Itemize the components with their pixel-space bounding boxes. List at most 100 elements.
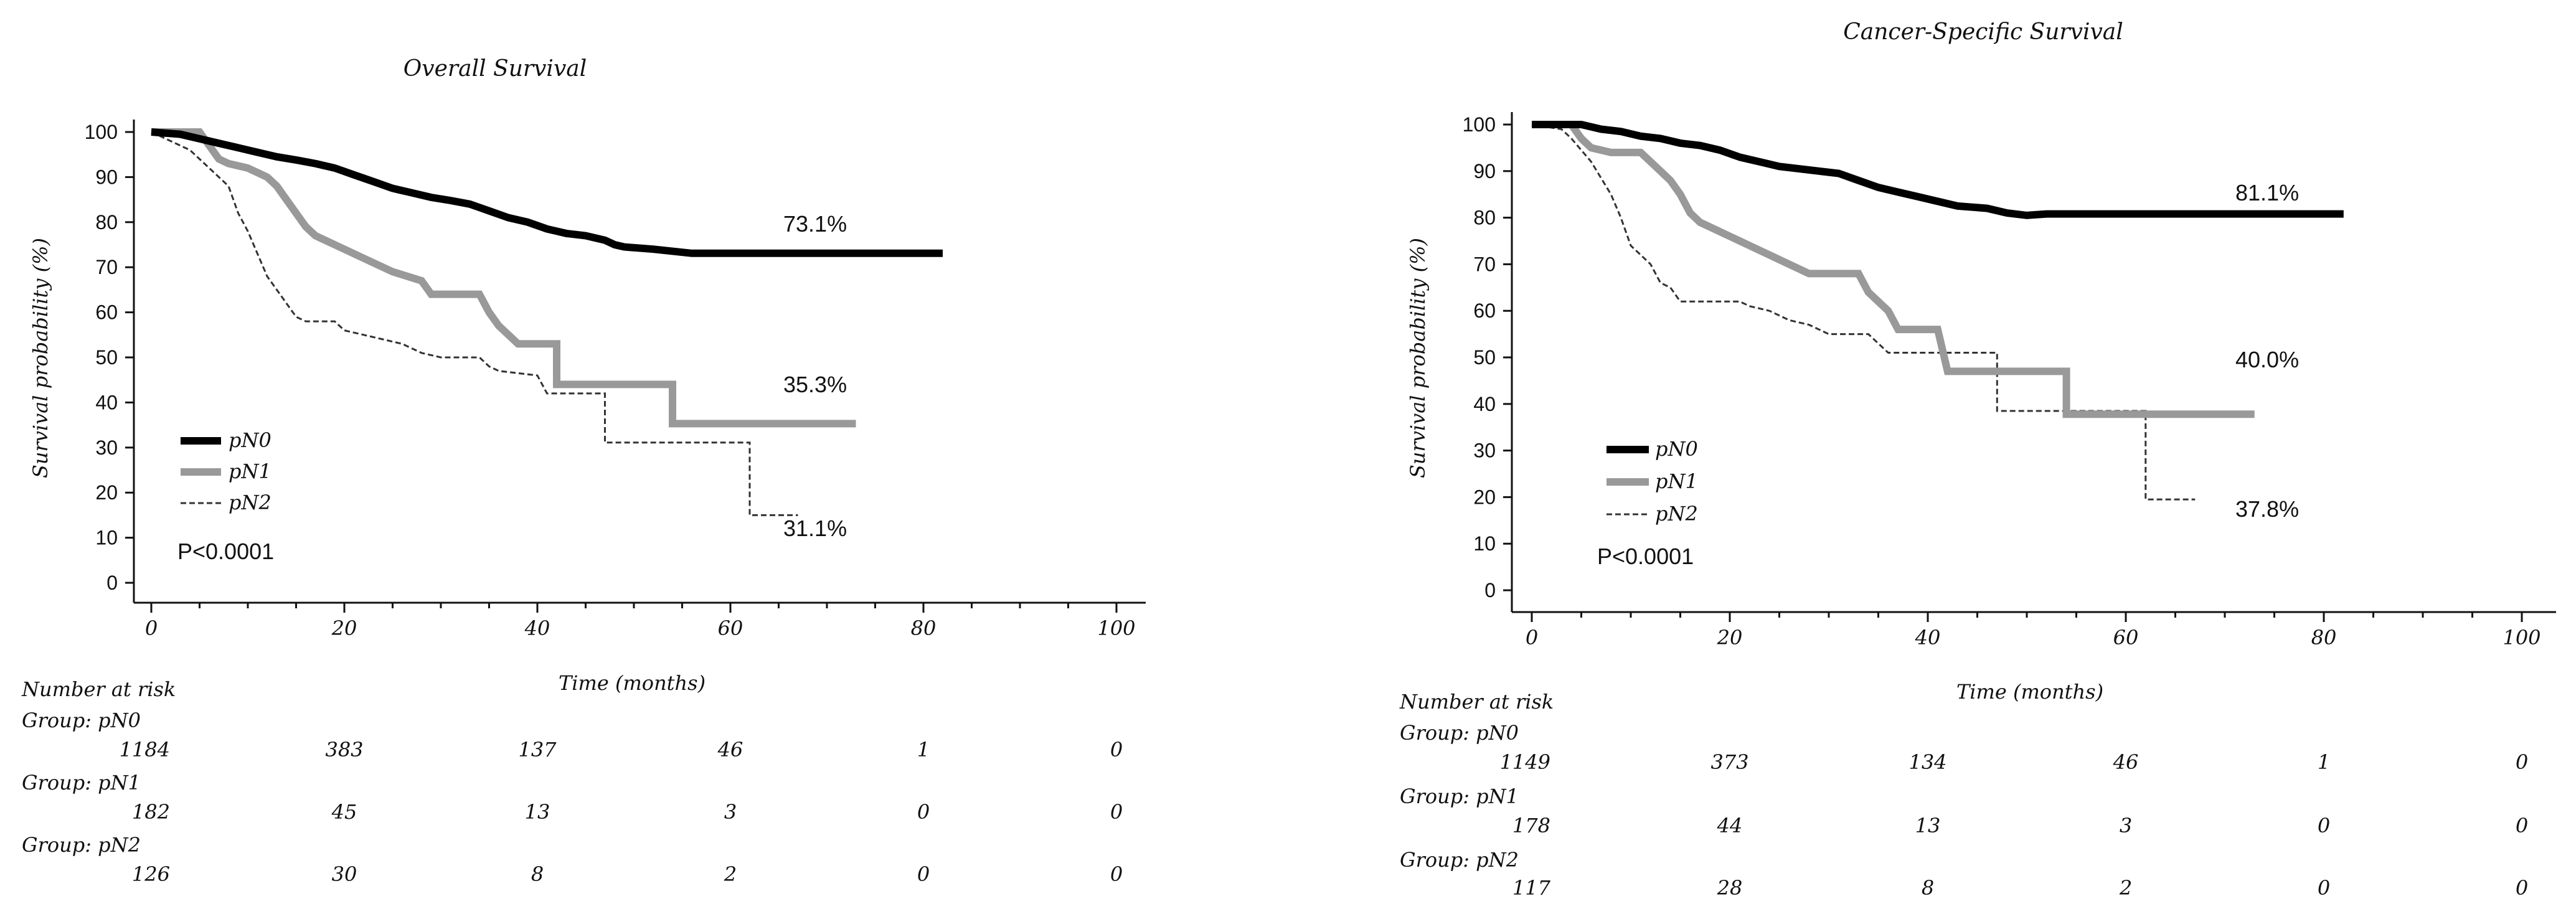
risk-group-label-pN0: Group: pN0 [22, 709, 141, 732]
x-axis-label: Time (months) [1956, 680, 2103, 704]
end-labels: 73.1% 35.3% 31.1% [783, 211, 847, 541]
risk-value: 137 [518, 738, 557, 761]
x-tick-label: 20 [331, 616, 357, 640]
survival-curves [1531, 121, 2344, 501]
y-tick-label: 0 [106, 572, 118, 594]
curve-pN0 [1532, 121, 2344, 219]
risk-value: 0 [2318, 814, 2330, 837]
end-labels: 81.1% 40.0% 37.8% [2235, 180, 2299, 522]
risk-value: 0 [1110, 862, 1123, 886]
risk-values: 1149 373 134 46 1 0 178 44 13 3 0 0 117 28 8 2 0 0 [1500, 750, 2529, 900]
y-tick-label: 70 [1473, 253, 1496, 275]
chart-title: Overall Survival [403, 56, 587, 82]
risk-value: 13 [525, 800, 550, 824]
p-value: P<0.0001 [177, 539, 274, 564]
y-axis-label: Survival probability (%) [1406, 238, 1430, 478]
risk-value: 117 [1512, 876, 1551, 900]
axes: 0 10 20 30 40 50 60 70 80 90 100 0 20 40 60 80 100 [1463, 112, 2556, 649]
legend-label-pN0: pN0 [229, 428, 271, 452]
risk-value: 46 [2113, 750, 2139, 774]
risk-value: 126 [132, 862, 170, 886]
risk-table-title: Number at risk [21, 677, 176, 701]
risk-table: Number at risk Group: pN0 Group: pN1 Gro… [21, 677, 1123, 886]
y-axis-label: Survival probability (%) [29, 238, 52, 478]
risk-group-label-pN0: Group: pN0 [1400, 721, 1519, 745]
curve-pN2 [151, 131, 798, 516]
risk-value: 8 [1922, 876, 1934, 900]
y-tick-label: 70 [95, 256, 118, 278]
axes: 0 10 20 30 40 50 60 70 80 90 100 0 20 40 60 80 100 [85, 120, 1146, 640]
y-tick-label: 50 [1473, 346, 1496, 369]
x-tick-label: 100 [1097, 616, 1135, 640]
p-value: P<0.0001 [1597, 544, 1694, 569]
risk-group-label-pN1: Group: pN1 [22, 771, 141, 794]
legend: pN0 pN1 pN2 [1606, 437, 1698, 526]
risk-group-label-pN2: Group: pN2 [22, 833, 141, 857]
legend: pN0 pN1 pN2 [181, 428, 271, 514]
risk-value: 182 [132, 800, 170, 824]
curve-pN1 [151, 128, 856, 428]
legend-label-pN1: pN1 [1655, 469, 1698, 493]
end-label-pN0: 73.1% [783, 211, 847, 237]
risk-group-label-pN2: Group: pN2 [1400, 848, 1519, 872]
y-tick-label: 40 [1473, 393, 1496, 415]
risk-value: 1149 [1500, 750, 1550, 774]
risk-value: 28 [1717, 876, 1743, 900]
legend-label-pN2: pN2 [229, 491, 271, 514]
risk-value: 3 [724, 800, 737, 824]
risk-value: 1184 [120, 738, 170, 761]
legend-label-pN2: pN2 [1655, 502, 1698, 526]
y-tick-label: 40 [95, 391, 118, 413]
x-tick-label: 40 [1915, 626, 1941, 649]
legend-label-pN0: pN0 [1655, 437, 1698, 461]
y-tick-label: 90 [95, 166, 118, 188]
y-tick-label: 100 [85, 121, 118, 143]
risk-value: 2 [724, 862, 737, 886]
risk-value: 3 [2120, 814, 2132, 837]
cancer-specific-survival-panel: Cancer-Specific Survival Survival probab… [1399, 19, 2556, 900]
risk-value: 30 [332, 862, 357, 886]
y-tick-label: 30 [95, 436, 118, 459]
risk-value: 0 [917, 800, 930, 824]
end-label-pN0: 81.1% [2235, 180, 2299, 205]
x-tick-label: 20 [1717, 626, 1743, 649]
x-tick-label: 100 [2503, 626, 2541, 649]
risk-value: 2 [2119, 876, 2132, 900]
risk-value: 0 [1110, 800, 1123, 824]
y-tick-label: 50 [95, 346, 118, 369]
risk-value: 0 [917, 862, 930, 886]
risk-value: 134 [1908, 750, 1946, 774]
risk-value: 0 [2516, 814, 2528, 837]
curve-pN1 [1532, 121, 2255, 418]
y-tick-label: 10 [95, 527, 118, 549]
y-tick-label: 100 [1463, 113, 1496, 136]
legend-label-pN1: pN1 [229, 460, 271, 483]
risk-value: 178 [1512, 814, 1550, 837]
risk-value: 0 [2516, 876, 2528, 900]
risk-value: 0 [2516, 750, 2528, 774]
risk-value: 45 [331, 800, 357, 824]
y-tick-label: 20 [1473, 486, 1496, 508]
x-axis-label: Time (months) [559, 671, 705, 695]
end-label-pN2: 31.1% [783, 516, 847, 541]
x-tick-label: 40 [524, 616, 550, 640]
y-tick-label: 20 [95, 481, 118, 504]
risk-value: 383 [325, 738, 363, 761]
x-tick-label: 60 [2113, 626, 2139, 649]
risk-value: 0 [1110, 738, 1123, 761]
y-tick-label: 60 [1473, 299, 1496, 322]
end-label-pN1: 40.0% [2235, 347, 2299, 372]
y-tick-label: 30 [1473, 440, 1496, 462]
risk-value: 373 [1710, 750, 1748, 774]
y-tick-label: 60 [95, 301, 118, 324]
x-tick-label: 80 [911, 616, 937, 640]
y-tick-label: 90 [1473, 160, 1496, 182]
curve-pN2 [1531, 123, 2196, 501]
survival-curves [151, 128, 943, 516]
x-tick-label: 0 [1526, 626, 1538, 649]
risk-value: 1 [2318, 750, 2330, 774]
risk-value: 1 [917, 738, 930, 761]
end-label-pN2: 37.8% [2235, 496, 2299, 522]
